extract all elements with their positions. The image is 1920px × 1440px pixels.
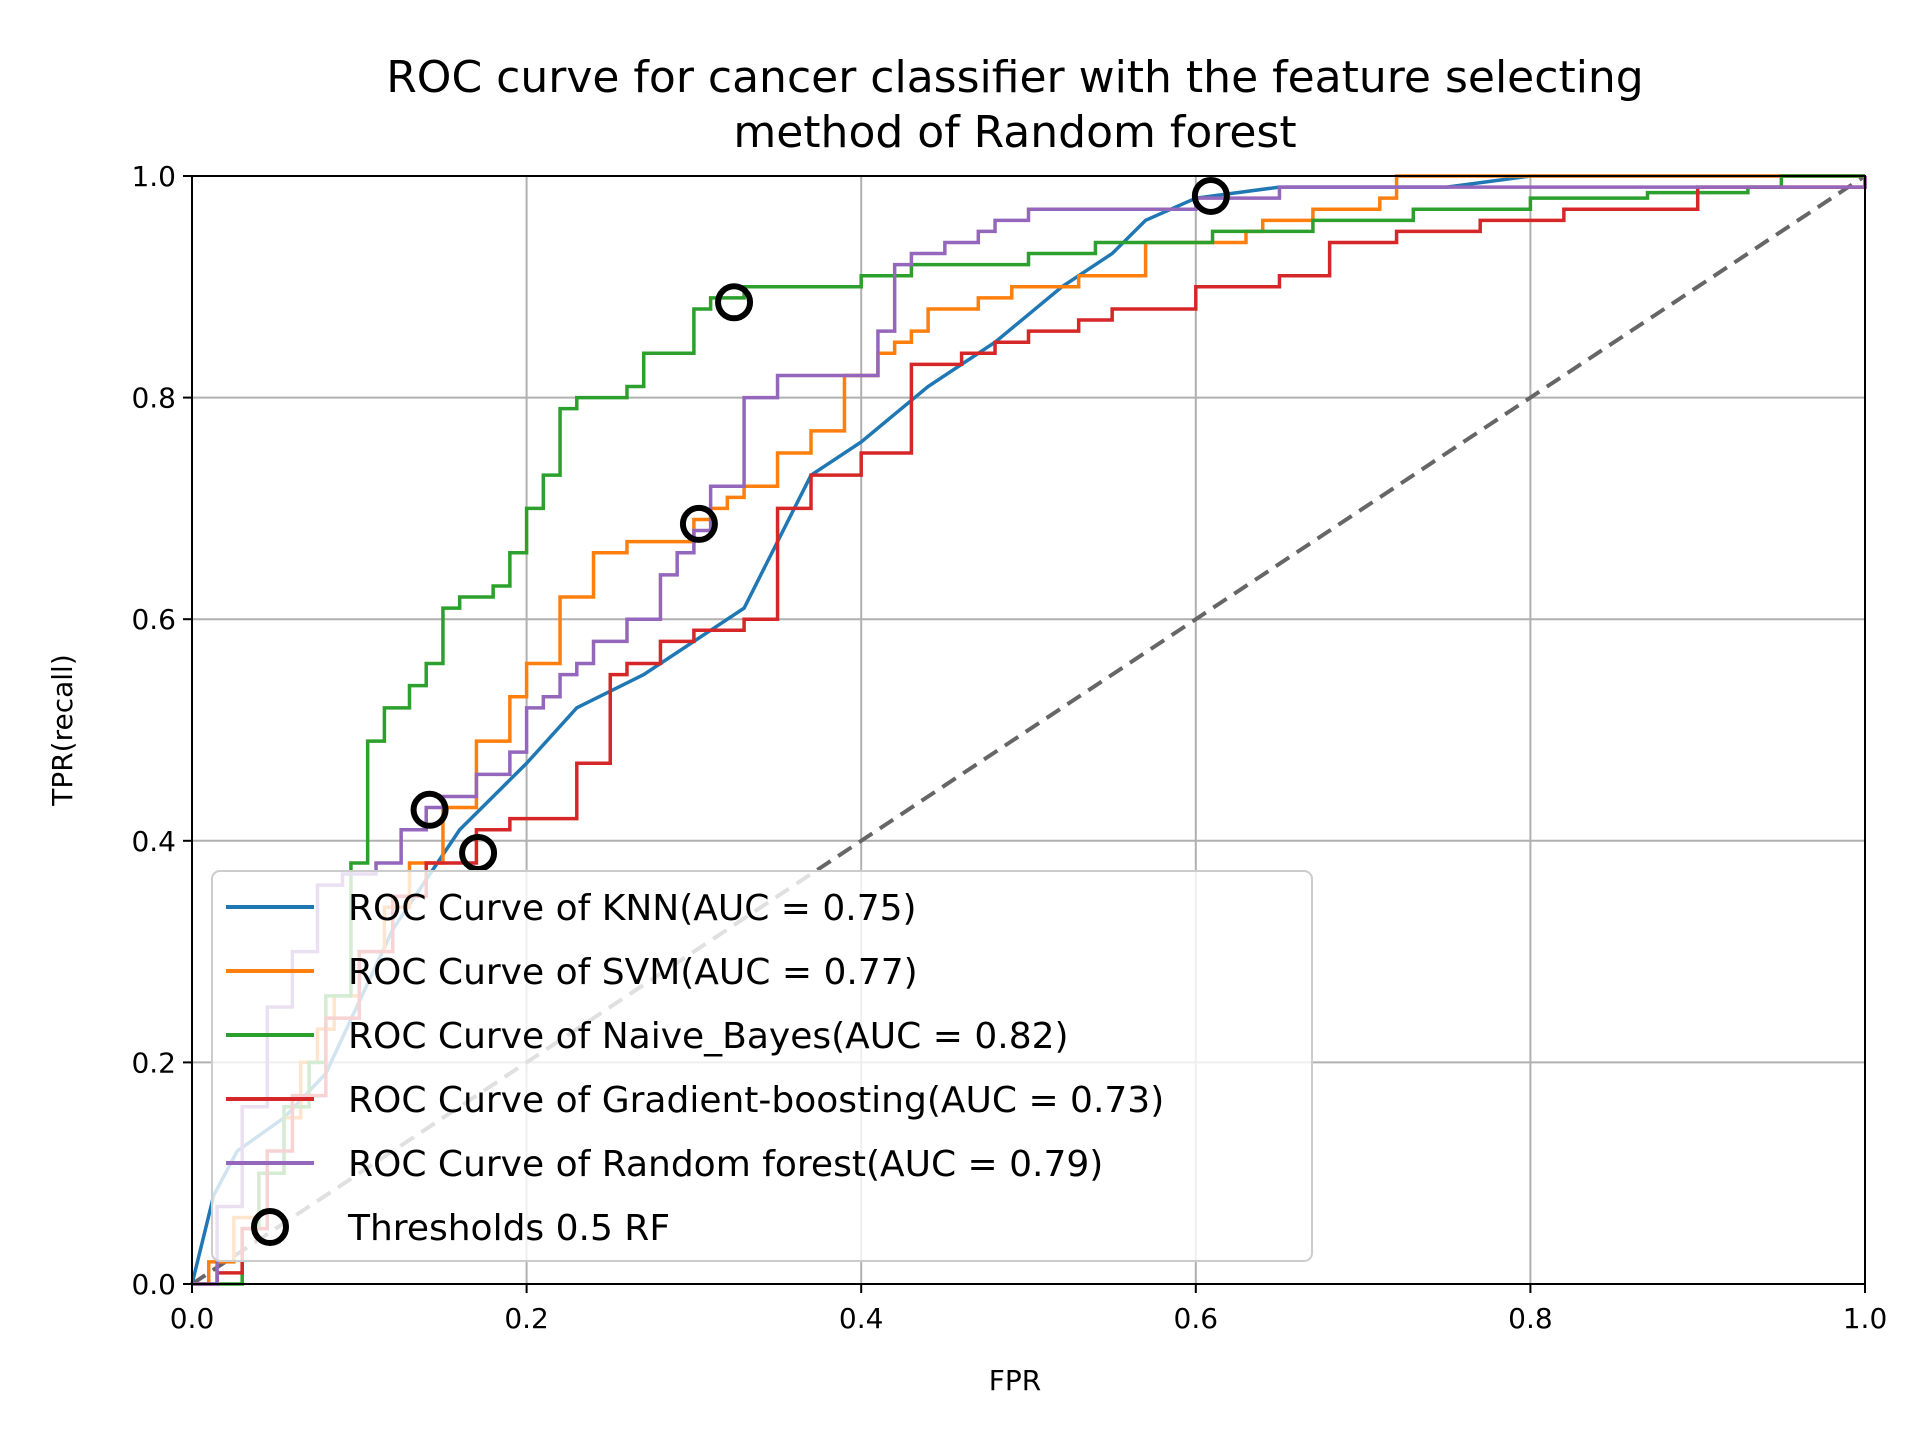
legend-marker-swatch (251, 1208, 289, 1246)
threshold-marker (715, 283, 754, 322)
legend-box (211, 870, 1313, 1262)
x-tick-label: 1.0 (1843, 1302, 1888, 1335)
x-tick-label: 0.6 (1174, 1302, 1219, 1335)
threshold-marker (410, 790, 449, 829)
legend: ROC Curve of KNN(AUC = 0.75) ROC Curve of… (211, 870, 1313, 1262)
y-tick-label: 0.8 (131, 382, 176, 415)
chart-title-line-1: ROC curve for cancer classifier with the… (386, 52, 1644, 103)
legend-label-0: ROC Curve of KNN(AUC = 0.75) (348, 888, 917, 929)
chart-title-line-2: method of Random forest (733, 107, 1296, 158)
legend-label-4: ROC Curve of Random forest(AUC = 0.79) (348, 1144, 1103, 1185)
x-tick-label: 0.2 (504, 1302, 549, 1335)
y-tick-label: 0.0 (131, 1268, 176, 1301)
x-tick-label: 0.0 (170, 1302, 215, 1335)
y-tick-label: 1.0 (131, 160, 176, 193)
threshold-marker (459, 833, 498, 872)
chart-title: ROC curve for cancer classifier with the… (386, 52, 1644, 158)
y-tick-label: 0.6 (131, 603, 176, 636)
y-tick-label: 0.2 (131, 1046, 176, 1079)
threshold-marker (1191, 176, 1230, 215)
y-axis-label: TPR(recall) (46, 654, 79, 807)
y-tick-label: 0.4 (131, 825, 176, 858)
x-tick-label: 0.8 (1508, 1302, 1553, 1335)
x-tick-label: 0.4 (839, 1302, 884, 1335)
plot-frame (191, 175, 1866, 1285)
legend-label-5: Thresholds 0.5 RF (347, 1208, 670, 1249)
threshold-marker (679, 504, 718, 543)
x-axis-label: FPR (989, 1364, 1041, 1397)
axes: 0.0 0.2 0.4 0.6 0.8 1.0 0.0 0.2 0.4 0.6 0.8 1.0 (131, 160, 1887, 1335)
legend-label-1: ROC Curve of SVM(AUC = 0.77) (348, 952, 918, 993)
legend-label-3: ROC Curve of Gradient-boosting(AUC = 0.7… (348, 1080, 1164, 1121)
legend-label-2: ROC Curve of Naive_Bayes(AUC = 0.82) (348, 1016, 1069, 1057)
